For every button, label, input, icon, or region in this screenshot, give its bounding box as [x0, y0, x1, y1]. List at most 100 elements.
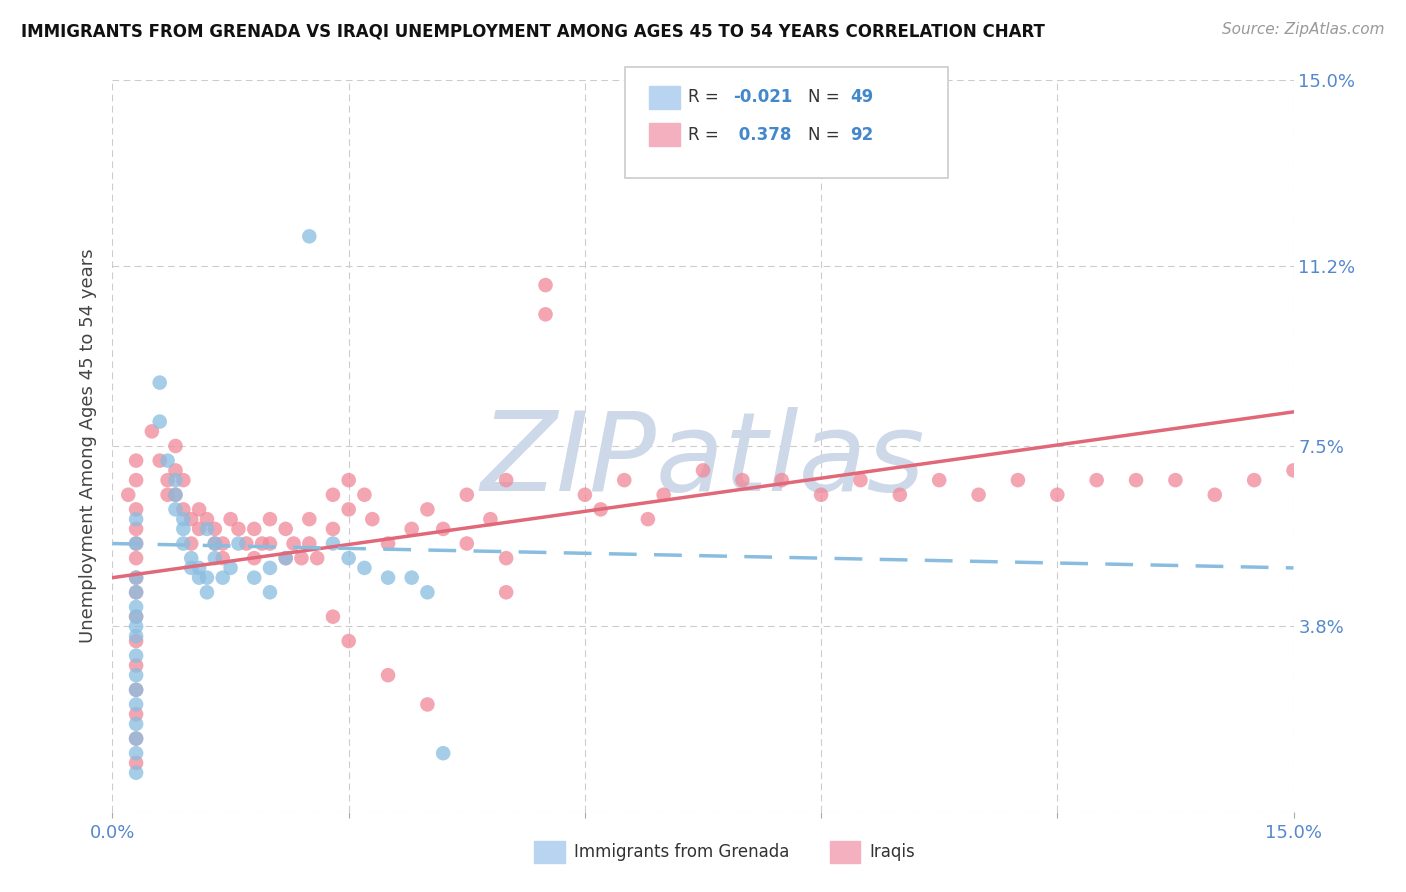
Point — [211, 571, 233, 585]
Point — [195, 585, 218, 599]
Point — [243, 571, 266, 585]
Point — [337, 502, 360, 516]
Text: 92: 92 — [851, 126, 873, 144]
Y-axis label: Unemployment Among Ages 45 to 54 years: Unemployment Among Ages 45 to 54 years — [79, 249, 97, 643]
Point — [243, 551, 266, 566]
Point — [290, 551, 312, 566]
Point — [1007, 473, 1029, 487]
Point — [156, 453, 179, 467]
Point — [770, 473, 793, 487]
Point — [125, 731, 148, 746]
Point — [125, 634, 148, 648]
Point — [307, 551, 329, 566]
Point — [204, 536, 226, 550]
Point — [156, 488, 179, 502]
Point — [228, 536, 250, 550]
Point — [125, 585, 148, 599]
Point — [495, 473, 517, 487]
Point — [416, 698, 439, 712]
Point — [188, 561, 211, 575]
Point — [250, 536, 273, 550]
Point — [165, 463, 187, 477]
Point — [195, 512, 218, 526]
Point — [125, 571, 148, 585]
Point — [337, 634, 360, 648]
Point — [235, 536, 257, 550]
Point — [125, 629, 148, 643]
Point — [574, 488, 596, 502]
Point — [1164, 473, 1187, 487]
Point — [180, 512, 202, 526]
Point — [377, 571, 399, 585]
Point — [125, 707, 148, 722]
Text: N =: N = — [808, 126, 845, 144]
Point — [125, 609, 148, 624]
Point — [298, 512, 321, 526]
Point — [479, 512, 502, 526]
Point — [125, 717, 148, 731]
Point — [172, 473, 194, 487]
Point — [125, 522, 148, 536]
Point — [652, 488, 675, 502]
Text: 49: 49 — [851, 88, 873, 106]
Point — [125, 453, 148, 467]
Point — [125, 571, 148, 585]
Point — [180, 561, 202, 575]
Point — [495, 585, 517, 599]
Point — [337, 551, 360, 566]
Point — [298, 229, 321, 244]
Point — [228, 522, 250, 536]
Point — [125, 473, 148, 487]
Point — [692, 463, 714, 477]
Point — [967, 488, 990, 502]
Point — [195, 571, 218, 585]
Point — [401, 522, 423, 536]
Point — [125, 536, 148, 550]
Point — [259, 512, 281, 526]
Point — [298, 536, 321, 550]
Text: ZIPatlas: ZIPatlas — [481, 407, 925, 514]
Point — [361, 512, 384, 526]
Point — [180, 551, 202, 566]
Point — [125, 682, 148, 697]
Point — [180, 536, 202, 550]
Point — [165, 488, 187, 502]
Point — [165, 439, 187, 453]
Point — [274, 551, 297, 566]
Point — [219, 512, 242, 526]
Point — [125, 551, 148, 566]
Point — [534, 278, 557, 293]
Point — [125, 512, 148, 526]
Point — [125, 765, 148, 780]
Text: Source: ZipAtlas.com: Source: ZipAtlas.com — [1222, 22, 1385, 37]
Point — [432, 746, 454, 760]
Text: Iraqis: Iraqis — [869, 843, 915, 861]
Text: IMMIGRANTS FROM GRENADA VS IRAQI UNEMPLOYMENT AMONG AGES 45 TO 54 YEARS CORRELAT: IMMIGRANTS FROM GRENADA VS IRAQI UNEMPLO… — [21, 22, 1045, 40]
Point — [928, 473, 950, 487]
Point — [125, 682, 148, 697]
Point — [353, 488, 375, 502]
Point — [1204, 488, 1226, 502]
Point — [172, 522, 194, 536]
Point — [534, 307, 557, 321]
Point — [219, 561, 242, 575]
Point — [117, 488, 139, 502]
Point — [125, 658, 148, 673]
Point — [1085, 473, 1108, 487]
Point — [188, 522, 211, 536]
Point — [204, 536, 226, 550]
Point — [195, 522, 218, 536]
Point — [165, 473, 187, 487]
Point — [125, 698, 148, 712]
Point — [211, 536, 233, 550]
Point — [165, 488, 187, 502]
Point — [156, 473, 179, 487]
Point — [125, 502, 148, 516]
Point — [337, 473, 360, 487]
Point — [141, 425, 163, 439]
Point — [125, 648, 148, 663]
Point — [259, 536, 281, 550]
Point — [810, 488, 832, 502]
Point — [259, 585, 281, 599]
Point — [637, 512, 659, 526]
